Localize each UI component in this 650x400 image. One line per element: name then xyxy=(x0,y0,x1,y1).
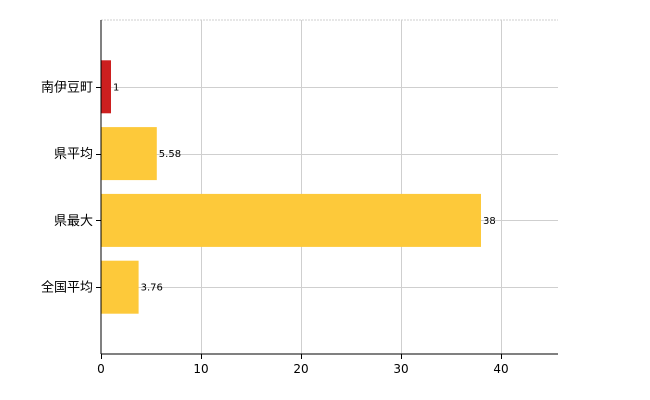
bars-group xyxy=(101,60,481,314)
bar-1 xyxy=(101,127,157,181)
bar-0 xyxy=(101,60,111,114)
x-tick-label-4: 40 xyxy=(493,362,508,376)
data-label-1: 5.58 xyxy=(159,149,181,160)
data-label-3: 3.76 xyxy=(141,283,163,294)
x-tick-label-2: 20 xyxy=(293,362,308,376)
bar-2 xyxy=(101,193,481,247)
y-tick-label-1: 県平均 xyxy=(54,147,93,162)
bar-3 xyxy=(101,260,139,314)
data-label-2: 38 xyxy=(483,216,496,227)
x-tick-label-0: 0 xyxy=(97,362,105,376)
grid-lines xyxy=(101,19,558,354)
y-tick-label-2: 県最大 xyxy=(54,214,93,229)
x-ticks-group: 0 10 20 30 40 xyxy=(96,87,509,376)
x-tick-label-3: 30 xyxy=(393,362,408,376)
data-label-0: 1 xyxy=(113,82,119,93)
y-tick-label-3: 全国平均 xyxy=(41,280,93,296)
data-labels-group: 1 5.58 38 3.76 xyxy=(113,82,496,293)
axes-group xyxy=(100,20,558,355)
y-tick-label-0: 南伊豆町 xyxy=(41,79,93,95)
x-tick-label-1: 10 xyxy=(193,362,208,376)
